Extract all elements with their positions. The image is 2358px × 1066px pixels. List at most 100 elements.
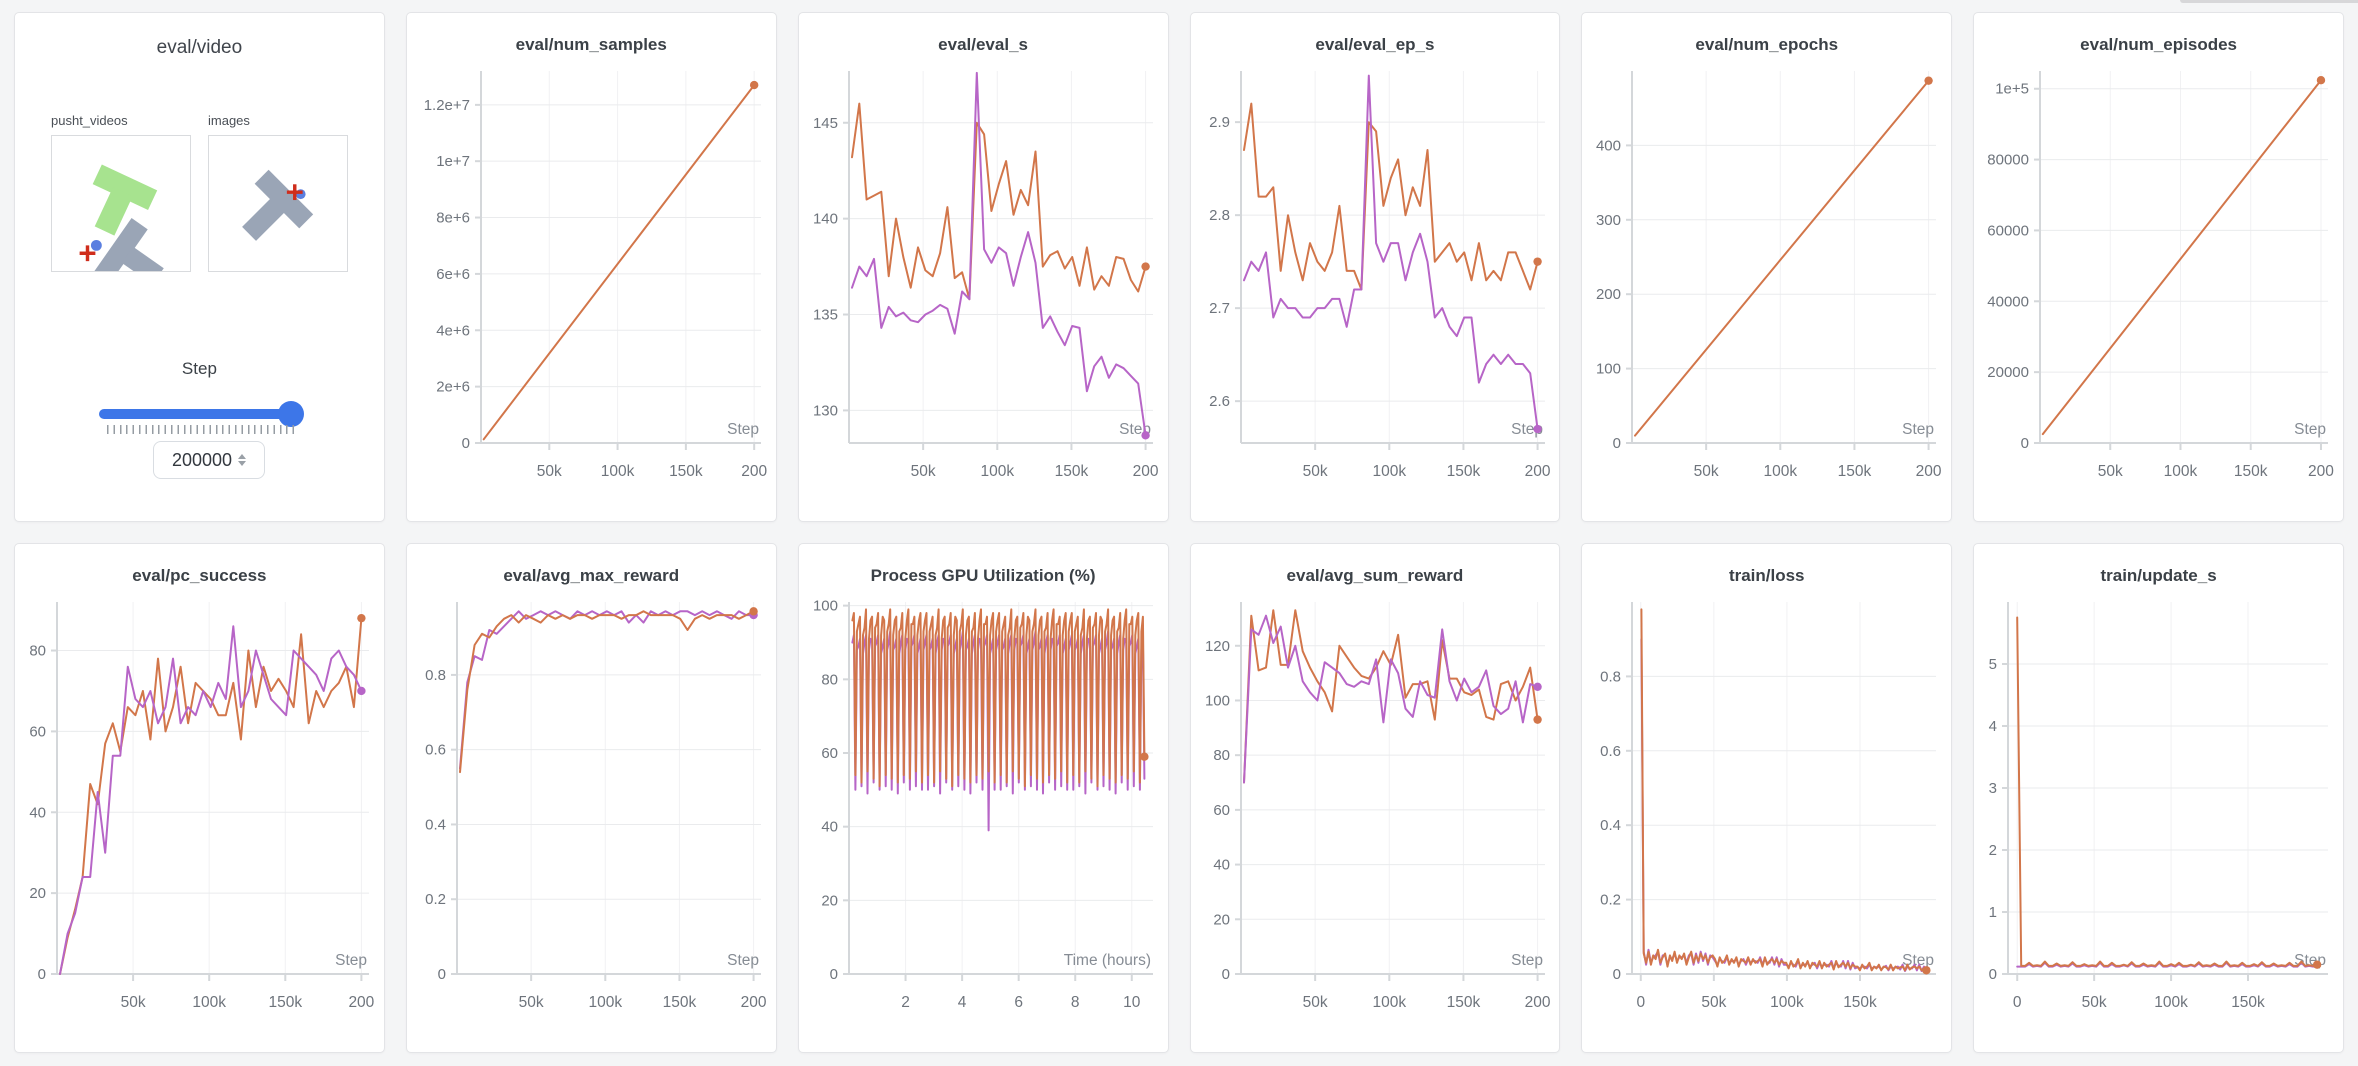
stepper-up-icon[interactable] — [238, 454, 247, 459]
panel-train-update-s[interactable]: train/update_s 0 1 2 3 4 5 0 50k 100k 150k Step — [1973, 543, 2344, 1053]
chart-canvas: 0 20 40 60 80 100 120 50k 100k 150k 200 Step — [1204, 602, 1550, 1011]
step-slider-ruler — [107, 425, 295, 434]
chart-title: eval/num_episodes — [2080, 35, 2237, 54]
chart-title: eval/avg_max_reward — [503, 566, 680, 585]
svg-text:100k: 100k — [2164, 463, 2198, 480]
svg-text:60: 60 — [821, 745, 838, 762]
step-value: 200000 — [171, 449, 233, 470]
goal-cross-icon — [79, 245, 96, 262]
svg-text:6e+6: 6e+6 — [436, 266, 470, 283]
svg-text:150k: 150k — [669, 463, 703, 480]
svg-text:100k: 100k — [1770, 994, 1804, 1011]
svg-text:10: 10 — [1123, 994, 1141, 1011]
video-thumbnail-images[interactable] — [208, 135, 348, 272]
svg-text:1e+5: 1e+5 — [1995, 81, 2029, 98]
svg-text:20: 20 — [1213, 911, 1230, 928]
panel-eval-avg-max-reward[interactable]: eval/avg_max_reward 0 0.2 0.4 0.6 0.8 50k 100k… — [405, 543, 777, 1053]
svg-text:40: 40 — [821, 819, 838, 836]
svg-text:0: 0 — [2013, 994, 2022, 1011]
svg-text:300: 300 — [1596, 212, 1621, 229]
panel-eval-eval-ep-s[interactable]: eval/eval_ep_s 2.6 2.7 2.8 2.9 50k 100k 150k 20… — [1189, 12, 1561, 522]
chart-title: train/loss — [1728, 566, 1805, 585]
svg-text:4: 4 — [957, 994, 966, 1011]
stepper-down-icon[interactable] — [238, 461, 247, 466]
chart-title: Process GPU Utilization (%) — [870, 566, 1096, 585]
step-value-input[interactable]: 200000 — [153, 441, 265, 479]
panel-eval-avg-sum-reward[interactable]: eval/avg_sum_reward 0 20 40 60 80 100 120 50k 10… — [1189, 543, 1561, 1053]
svg-text:200: 200 — [348, 994, 374, 1011]
step-slider-track[interactable] — [99, 401, 304, 427]
chart-canvas: 0 20 40 60 80 50k 100k 150k 200 Step — [29, 602, 375, 1011]
svg-text:150k: 150k — [1446, 463, 1480, 480]
svg-text:8: 8 — [1071, 994, 1080, 1011]
svg-text:4: 4 — [1989, 718, 1997, 735]
panel-eval-num-episodes[interactable]: eval/num_episodes 0 20000 40000 60000 80000 1… — [1973, 12, 2344, 522]
chart-title: train/update_s — [2100, 566, 2217, 585]
svg-text:Step: Step — [335, 952, 367, 969]
svg-text:0.8: 0.8 — [1600, 668, 1621, 685]
svg-text:50k: 50k — [537, 463, 562, 480]
svg-text:0: 0 — [38, 966, 46, 983]
svg-text:Step: Step — [2294, 421, 2326, 438]
svg-text:80: 80 — [1213, 747, 1230, 764]
svg-text:0: 0 — [1613, 966, 1621, 983]
svg-text:100k: 100k — [1372, 994, 1406, 1011]
svg-text:Step: Step — [1511, 421, 1543, 438]
panel-process-gpu-utilization[interactable]: Process GPU Utilization (%) 0 20 40 60 80 100… — [797, 543, 1169, 1053]
svg-text:100k: 100k — [601, 463, 635, 480]
svg-text:20000: 20000 — [1987, 364, 2029, 381]
svg-text:150k: 150k — [1054, 463, 1088, 480]
chart-canvas: 0 20 40 60 80 100 2 4 6 8 10 Time (hours) — [813, 598, 1153, 1011]
panel-eval-eval-s[interactable]: eval/eval_s 130 135 140 145 50k 100k 150k 200 St… — [797, 12, 1169, 522]
panel-eval-video[interactable]: eval/video pusht_videos images — [14, 12, 385, 522]
svg-text:20: 20 — [821, 892, 838, 909]
panel-eval-num-epochs[interactable]: eval/num_epochs 0 100 200 300 400 50k 100k 150k… — [1581, 12, 1953, 522]
svg-text:100k: 100k — [1764, 463, 1798, 480]
step-slider-label: Step — [181, 359, 217, 378]
svg-text:40000: 40000 — [1987, 293, 2029, 310]
svg-text:0.2: 0.2 — [425, 891, 446, 908]
chart-title: eval/pc_success — [132, 566, 267, 585]
panel-grid: eval/video pusht_videos images — [14, 12, 2344, 1053]
svg-text:100k: 100k — [588, 994, 622, 1011]
svg-text:0.6: 0.6 — [425, 742, 446, 759]
svg-text:100k: 100k — [192, 994, 226, 1011]
svg-text:200: 200 — [1524, 463, 1550, 480]
svg-text:135: 135 — [813, 307, 838, 324]
svg-text:Step: Step — [1902, 421, 1934, 438]
thumb-label-images: images — [208, 113, 250, 128]
svg-text:Step: Step — [727, 421, 759, 438]
svg-text:200: 200 — [2308, 463, 2334, 480]
svg-text:Step: Step — [1902, 952, 1934, 969]
svg-text:2.7: 2.7 — [1209, 300, 1230, 317]
panel-train-loss[interactable]: train/loss 0 0.2 0.4 0.6 0.8 0 50k 100k 150k Step — [1581, 543, 1953, 1053]
panel-eval-num-samples[interactable]: eval/num_samples 0 2e+6 4e+6 6e+6 8e+6 1e+7 1.… — [405, 12, 777, 522]
video-thumbnail-pusht[interactable] — [51, 135, 191, 285]
chart-canvas: 0 0.2 0.4 0.6 0.8 0 50k 100k 150k Step — [1600, 602, 1937, 1011]
svg-text:130: 130 — [813, 402, 838, 419]
svg-text:2.6: 2.6 — [1209, 393, 1230, 410]
svg-text:0: 0 — [1637, 994, 1646, 1011]
svg-text:0: 0 — [829, 966, 837, 983]
svg-text:50k: 50k — [910, 463, 935, 480]
svg-text:6: 6 — [1014, 994, 1023, 1011]
svg-text:1.2e+7: 1.2e+7 — [424, 97, 470, 114]
svg-text:50k: 50k — [1702, 994, 1727, 1011]
chart-canvas: 0 20000 40000 60000 80000 1e+5 50k 100k 150k 200 S… — [1987, 71, 2334, 480]
chart-canvas: 2.6 2.7 2.8 2.9 50k 100k 150k 200 Step — [1209, 71, 1550, 480]
svg-text:50k: 50k — [2082, 994, 2107, 1011]
svg-text:0: 0 — [1989, 966, 1997, 983]
svg-text:50k: 50k — [121, 994, 146, 1011]
svg-text:Time (hours): Time (hours) — [1063, 952, 1150, 969]
step-slider-handle[interactable] — [278, 401, 304, 427]
chart-title: eval/eval_ep_s — [1315, 35, 1435, 54]
svg-text:5: 5 — [1989, 656, 1997, 673]
svg-text:0.8: 0.8 — [425, 667, 446, 684]
svg-text:2.9: 2.9 — [1209, 114, 1230, 131]
panel-eval-pc-success[interactable]: eval/pc_success 0 20 40 60 80 50k 100k 150k 200 S… — [14, 543, 385, 1053]
svg-text:200: 200 — [1132, 463, 1158, 480]
svg-text:1: 1 — [1989, 904, 1997, 921]
svg-text:0: 0 — [461, 435, 469, 452]
svg-text:100: 100 — [1596, 361, 1621, 378]
